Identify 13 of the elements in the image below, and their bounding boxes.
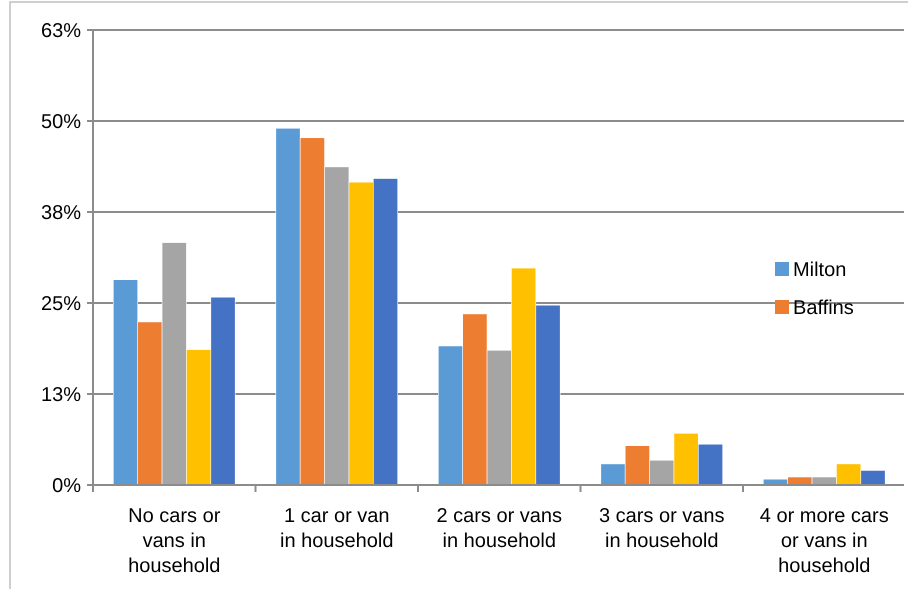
x-tick-label: 3 cars or vans in household	[598, 505, 725, 552]
x-tick-label: No cars or vans in household	[128, 505, 221, 577]
y-tick-label: 38%	[40, 202, 82, 224]
legend-label: Baffins	[793, 297, 854, 319]
y-tick-label: 25%	[40, 293, 82, 315]
x-tick-label: 4 or more cars or vans in household	[760, 505, 889, 577]
x-tick-label: 1 car or van in household	[280, 505, 394, 552]
y-tick-label: 13%	[40, 384, 82, 406]
x-tick-label: 2 cars or vans in household	[436, 505, 562, 552]
y-tick-label: 50%	[40, 111, 82, 133]
legend-label: Milton	[793, 259, 846, 281]
y-tick-label: 0%	[52, 475, 82, 497]
y-tick-label: 63%	[40, 20, 82, 42]
